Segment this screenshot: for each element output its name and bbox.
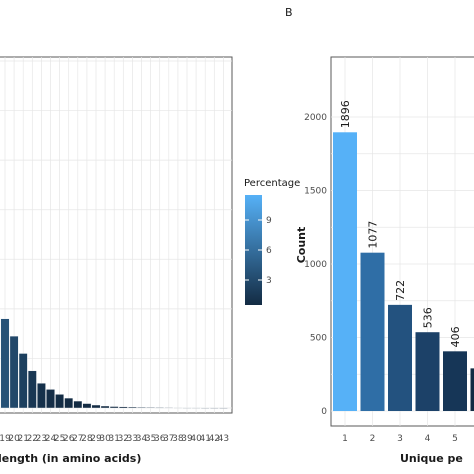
right-bar-3 [388, 304, 412, 411]
left-x-tick-36: 36 [154, 434, 166, 444]
right-y-tick-500: 500 [310, 334, 327, 344]
right-data-labels: 1896 1077 722 536 406 [339, 100, 462, 347]
left-x-axis-title: length (in amino acids) [0, 452, 141, 465]
right-x-tick-4: 4 [425, 434, 431, 444]
left-chart-panel: 1920212223242526272829303132333435363738… [0, 56, 233, 465]
right-x-tick-1: 1 [342, 434, 348, 444]
left-x-tick-30: 30 [99, 434, 111, 444]
left-bar-21 [18, 353, 28, 409]
right-bar-4 [415, 332, 440, 411]
left-bar-24 [46, 389, 55, 409]
left-bar-43 [219, 407, 228, 409]
right-x-tick-labels: 1 2 3 4 5 [342, 434, 458, 444]
left-bar-32 [118, 406, 128, 409]
left-bar-41 [200, 407, 210, 409]
percentage-legend: Percentage 3 6 9 [244, 178, 300, 305]
right-data-label-536: 536 [422, 307, 435, 328]
left-bar-33 [128, 406, 137, 409]
legend-tick-9: 9 [266, 216, 272, 226]
left-x-tick-labels: 1920212223242526272829303132333435363738… [0, 434, 229, 444]
legend-tick-3: 3 [266, 276, 272, 286]
left-x-tick-27: 27 [72, 434, 83, 444]
left-x-tick-22: 22 [27, 434, 38, 444]
left-bar-25 [55, 394, 64, 409]
left-x-tick-20: 20 [8, 434, 20, 444]
left-x-tick-21: 21 [17, 434, 28, 444]
left-bar-35 [146, 407, 155, 409]
right-x-tick-2: 2 [370, 434, 376, 444]
right-y-tick-2000: 2000 [304, 113, 327, 123]
left-bar-40 [191, 407, 201, 409]
left-bar-31 [109, 406, 119, 409]
panel-letter-b: B [285, 6, 293, 19]
left-bar-36 [155, 407, 165, 409]
left-plot-background [0, 56, 233, 414]
left-x-tick-42: 42 [209, 434, 220, 444]
left-x-tick-35: 35 [145, 434, 156, 444]
left-bar-19 [0, 318, 10, 409]
left-bar-37 [164, 407, 174, 409]
left-x-tick-38: 38 [172, 434, 184, 444]
left-x-tick-31: 31 [108, 434, 119, 444]
right-bar-extra [470, 368, 474, 411]
left-x-tick-32: 32 [118, 434, 129, 444]
right-data-label-722: 722 [394, 280, 407, 301]
left-x-tick-39: 39 [181, 434, 193, 444]
left-x-tick-33: 33 [127, 434, 138, 444]
right-data-label-1896: 1896 [339, 100, 352, 128]
legend-colorbar [245, 195, 262, 305]
left-bar-27 [73, 400, 83, 409]
left-bar-20 [9, 335, 19, 409]
left-bar-38 [173, 407, 183, 409]
right-x-tick-3: 3 [397, 434, 403, 444]
left-x-tick-40: 40 [190, 434, 202, 444]
left-bar-29 [91, 404, 101, 409]
right-data-label-1077: 1077 [367, 221, 380, 249]
left-x-tick-37: 37 [163, 434, 174, 444]
left-bar-23 [37, 383, 46, 409]
right-bar-1 [333, 132, 357, 411]
left-bar-26 [64, 397, 74, 409]
right-chart-panel: 1896 1077 722 536 406 0 500 1000 1500 2000 1 2 3 4 5… [295, 56, 474, 465]
left-bar-30 [100, 405, 110, 409]
right-bar-2 [360, 252, 385, 411]
left-bar-39 [182, 407, 192, 409]
left-x-tick-23: 23 [36, 434, 47, 444]
left-x-tick-24: 24 [45, 434, 57, 444]
right-y-tick-1500: 1500 [304, 187, 327, 197]
left-x-tick-19: 19 [0, 434, 11, 444]
left-x-tick-43: 43 [218, 434, 229, 444]
left-x-tick-28: 28 [81, 434, 93, 444]
legend-title: Percentage [244, 178, 300, 189]
right-bar-5 [443, 351, 467, 411]
legend-tick-6: 6 [266, 246, 272, 256]
left-bars [0, 318, 228, 409]
left-bar-28 [82, 403, 92, 409]
left-bar-22 [27, 370, 37, 409]
right-y-tick-1000: 1000 [304, 260, 327, 270]
right-bars [333, 132, 474, 411]
left-x-tick-25: 25 [54, 434, 65, 444]
left-x-tick-26: 26 [63, 434, 75, 444]
left-x-tick-41: 41 [199, 434, 210, 444]
left-x-tick-34: 34 [136, 434, 148, 444]
legend-tick-labels: 3 6 9 [245, 216, 272, 286]
left-bar-42 [209, 407, 219, 409]
right-y-tick-labels: 0 500 1000 1500 2000 [304, 113, 327, 417]
right-x-tick-5: 5 [452, 434, 458, 444]
right-data-label-406: 406 [449, 326, 462, 347]
left-bar-34 [137, 407, 146, 409]
right-x-axis-title: Unique pe [400, 452, 463, 465]
left-x-tick-29: 29 [90, 434, 102, 444]
right-y-axis-title: Count [295, 227, 308, 264]
right-y-tick-0: 0 [321, 407, 327, 417]
